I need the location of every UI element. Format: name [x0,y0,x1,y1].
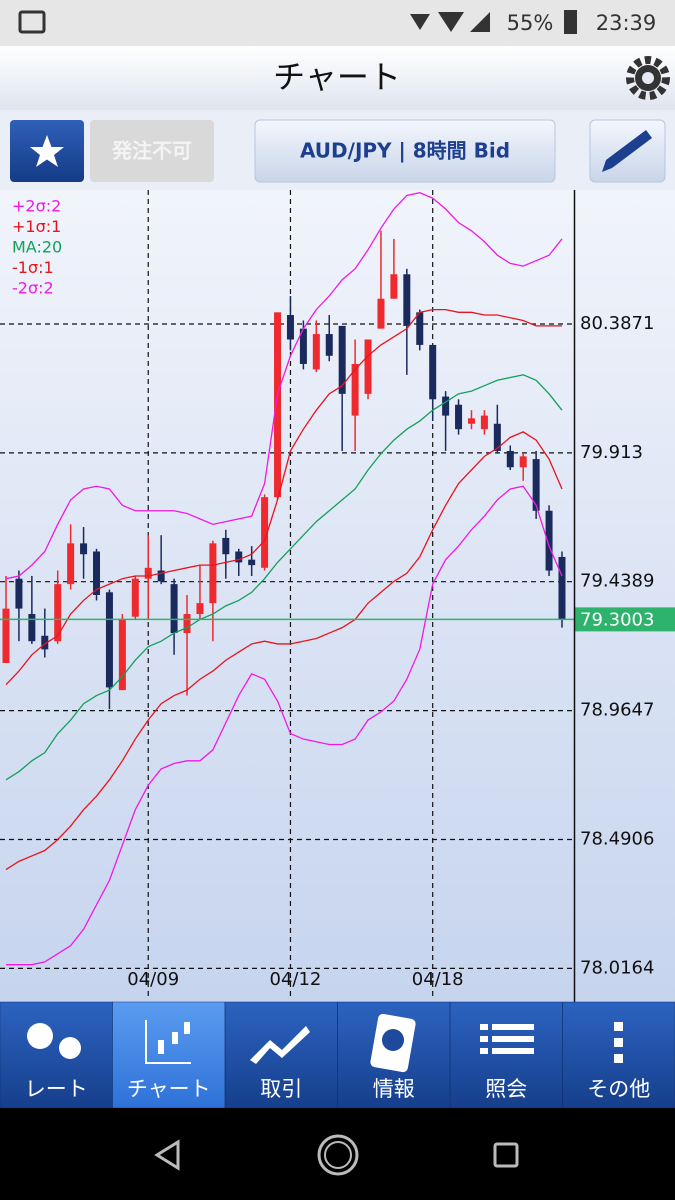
candle-body [222,538,229,554]
candle-body [455,405,462,429]
nav-label: その他 [587,1077,650,1101]
legend-entry: +1σ:1 [12,217,61,236]
candle-body [274,312,281,497]
system-nav [0,1108,675,1200]
candle-body [145,568,152,579]
x-tick-label: 04/12 [270,969,322,990]
nav-label: 情報 [373,1077,415,1101]
candle-body [67,543,74,584]
candle-body [184,614,191,633]
info-icon-dot [382,1029,404,1051]
y-tick-label: 80.3871 [580,313,654,334]
candle-body [481,416,488,430]
rate-icon [27,1023,53,1049]
x-tick-label: 04/18 [412,969,464,990]
legend-entry: MA:20 [12,238,62,257]
list-icon [480,1048,488,1054]
more-icon [614,1038,623,1047]
gear-hole [642,72,654,84]
y-tick-label: 78.4906 [580,828,654,849]
list-icon [492,1048,534,1054]
candle-body [416,312,423,345]
legend-entry: -2σ:2 [12,279,54,298]
candle-body [429,345,436,399]
chart-icon [184,1022,190,1034]
more-icon [614,1054,623,1063]
candle-body [171,584,178,633]
chart-icon [145,1020,147,1064]
current-price-label: 79.3003 [580,609,654,630]
header-title: チャート [273,58,401,96]
candle-body [533,459,540,511]
candle-body [507,451,514,467]
list-icon [492,1036,534,1042]
chart-icon [158,1040,164,1054]
order-button-label: 発注不可 [111,139,192,163]
list-icon [480,1024,488,1030]
candle-body [209,543,216,603]
candle-body [196,603,203,614]
nav-items: レート チャート 取引 情報 照会 その他 [0,1002,675,1108]
clock: 23:39 [596,11,657,35]
candle-body [339,326,346,394]
candle-body [468,418,475,423]
candle-body [390,274,397,298]
candle-body [80,543,87,554]
candle-body [106,592,113,687]
symbol-button-label: AUD/JPY | 8時間 Bid [300,139,510,163]
rate-icon [59,1037,81,1059]
candle-body [377,299,384,329]
x-tick-label: 04/09 [127,969,179,990]
candle-body [365,339,372,393]
candle-body [442,397,449,416]
legend-entry: -1σ:1 [12,258,54,277]
chart-icon [145,1062,191,1064]
y-tick-label: 78.9647 [580,700,654,721]
y-tick-label: 78.0164 [580,957,654,978]
candle-body [313,334,320,369]
nav-label: チャート [127,1077,211,1101]
nav-label: 取引 [260,1077,302,1101]
chart-icon [172,1032,178,1044]
candle-body [3,609,10,663]
candle-body [558,557,565,620]
candle-body [546,511,553,571]
list-icon [480,1036,488,1042]
battery-icon [564,10,577,34]
candle-body [248,560,255,565]
battery-text: 55% [507,11,554,35]
y-tick-label: 79.4389 [580,571,654,592]
legend-entry: +2σ:2 [12,197,61,216]
candle-body [403,274,410,326]
nav-label: レート [25,1077,88,1101]
candle-body [15,579,22,609]
candle-body [28,614,35,641]
candle-body [287,315,294,339]
candle-body [326,334,333,356]
nav-label: 照会 [485,1077,527,1101]
candle-body [132,579,139,617]
list-icon [492,1024,534,1030]
y-tick-label: 79.913 [580,442,643,463]
more-icon [614,1022,623,1031]
candle-body [520,456,527,467]
